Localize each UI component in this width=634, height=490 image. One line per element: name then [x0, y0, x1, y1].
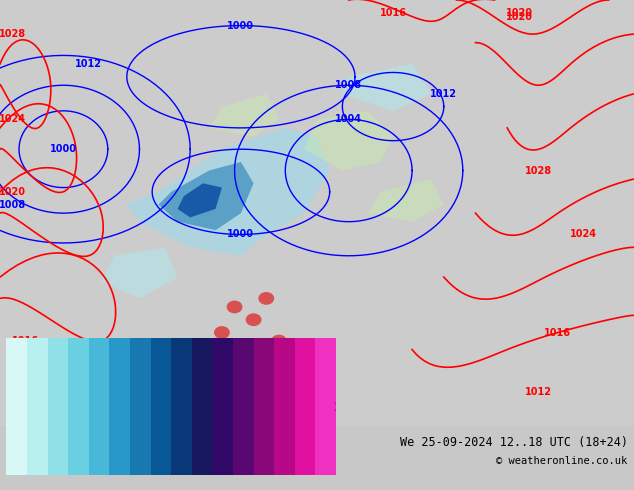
Text: 1016: 1016	[380, 8, 406, 18]
Ellipse shape	[271, 335, 287, 347]
Polygon shape	[127, 128, 330, 256]
Text: 1012: 1012	[75, 59, 102, 69]
Text: 1020: 1020	[0, 187, 26, 197]
Bar	[254, 338, 275, 475]
Ellipse shape	[258, 292, 274, 305]
Ellipse shape	[226, 300, 242, 313]
Bar	[212, 338, 233, 475]
Bar	[295, 338, 316, 475]
Bar	[110, 338, 130, 475]
Text: Precipitation (6h) [mm] ECMWF: Precipitation (6h) [mm] ECMWF	[6, 436, 213, 449]
Text: 1008: 1008	[335, 80, 362, 90]
Bar	[48, 338, 68, 475]
Bar	[275, 338, 295, 475]
Text: 1028: 1028	[0, 29, 26, 39]
Text: 1012: 1012	[526, 387, 552, 397]
Text: 1000: 1000	[228, 229, 254, 240]
Ellipse shape	[233, 343, 249, 356]
Text: © weatheronline.co.uk: © weatheronline.co.uk	[496, 456, 628, 466]
Text: 1028: 1028	[526, 166, 552, 175]
Polygon shape	[368, 179, 444, 221]
Text: 1024: 1024	[0, 114, 26, 124]
Text: 1016: 1016	[12, 336, 39, 346]
Bar	[27, 338, 48, 475]
Ellipse shape	[214, 326, 230, 339]
Text: 1012: 1012	[430, 89, 457, 99]
Bar	[171, 338, 192, 475]
Polygon shape	[158, 162, 254, 230]
Polygon shape	[209, 94, 279, 136]
Text: 1016: 1016	[545, 327, 571, 338]
Bar	[316, 338, 336, 475]
FancyArrowPatch shape	[336, 403, 342, 410]
Bar	[68, 338, 89, 475]
Bar	[6, 338, 27, 475]
Text: 1000: 1000	[228, 21, 254, 30]
Polygon shape	[304, 111, 393, 171]
Polygon shape	[178, 183, 222, 218]
Bar	[192, 338, 212, 475]
Text: 1024: 1024	[570, 229, 597, 240]
Bar	[151, 338, 171, 475]
Text: 1000: 1000	[50, 144, 77, 154]
Bar	[89, 338, 110, 475]
Polygon shape	[101, 247, 178, 298]
Bar	[233, 338, 254, 475]
Text: 1020: 1020	[507, 12, 533, 22]
Text: We 25-09-2024 12..18 UTC (18+24): We 25-09-2024 12..18 UTC (18+24)	[399, 436, 628, 449]
Ellipse shape	[246, 313, 262, 326]
Text: 1020: 1020	[507, 8, 533, 18]
Text: 1004: 1004	[335, 114, 362, 124]
Text: 1008: 1008	[0, 199, 26, 210]
Polygon shape	[342, 64, 431, 111]
Bar	[130, 338, 151, 475]
